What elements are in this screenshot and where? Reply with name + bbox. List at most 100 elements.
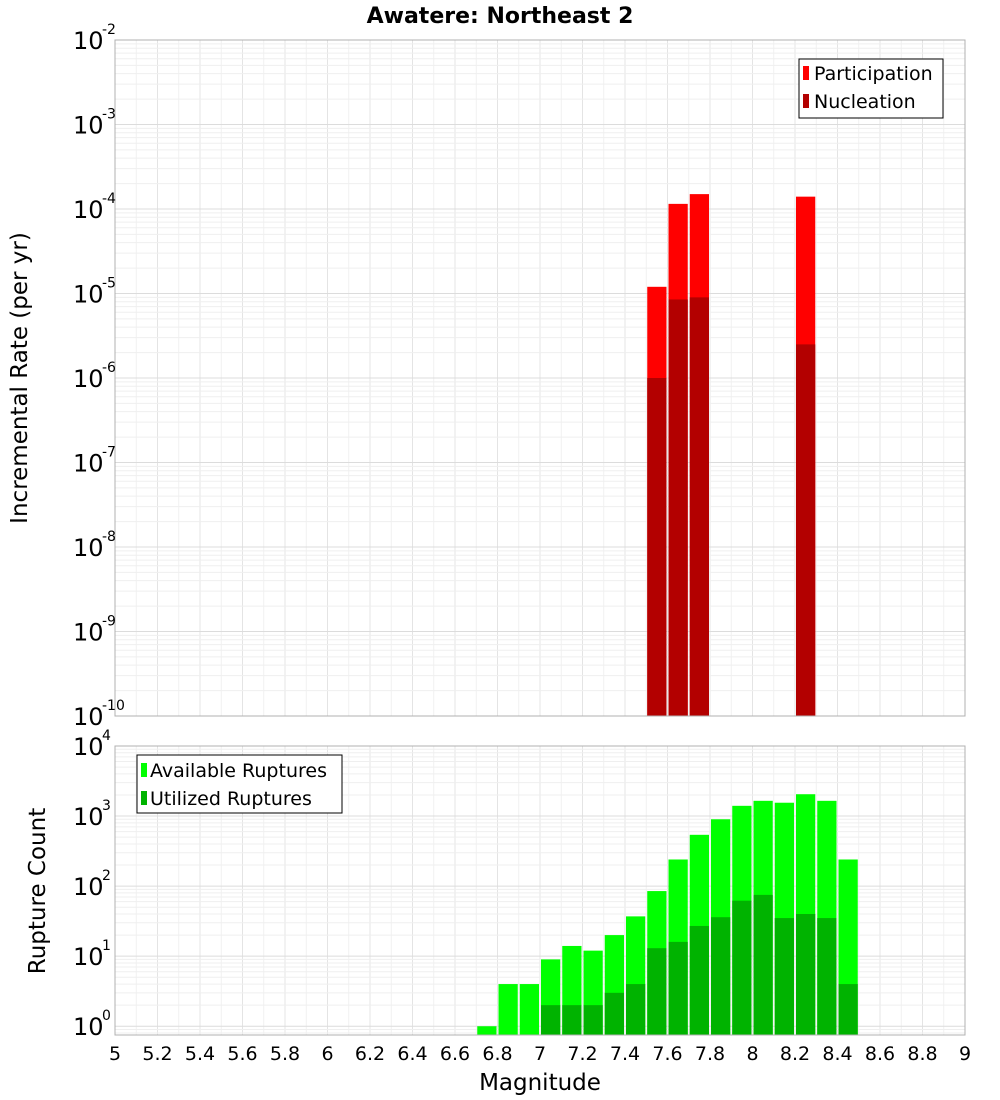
y-tick-exponent: -7: [102, 445, 116, 461]
y-tick-exponent: -3: [102, 107, 116, 123]
x-tick-label: 5.4: [185, 1043, 215, 1065]
y-tick-exponent: 0: [102, 1008, 111, 1024]
y-tick-base: 10: [73, 281, 104, 309]
legend-swatch-nucleation: [803, 94, 809, 108]
y-tick-base: 10: [73, 619, 104, 647]
x-tick-label: 9: [959, 1043, 971, 1065]
legend-label-utilized: Utilized Ruptures: [150, 788, 312, 810]
count-plot-border: [114, 745, 966, 1036]
count-bar-utilized: [562, 1005, 582, 1035]
count-y-tick: 101: [73, 938, 111, 971]
count-y-tick: 104: [73, 728, 111, 761]
rate-y-tick: 10-5: [73, 276, 116, 309]
y-tick-base: 10: [73, 803, 104, 831]
legend-swatch-utilized: [141, 791, 147, 805]
y-tick-base: 10: [73, 450, 104, 478]
y-tick-base: 10: [73, 112, 104, 140]
rate-grid: [114, 40, 966, 717]
y-tick-base: 10: [73, 703, 104, 731]
y-tick-base: 10: [73, 943, 104, 971]
rate-y-tick: 10-10: [73, 698, 125, 731]
x-tick-label: 8.6: [865, 1043, 895, 1065]
rate-y-tick: 10-8: [73, 529, 116, 562]
x-tick-label: 5: [109, 1043, 121, 1065]
rate-y-tick-labels: 10-210-310-410-510-610-710-810-910-10: [73, 22, 125, 731]
count-bar-utilized: [711, 917, 731, 1035]
count-y-axis-label: Rupture Count: [25, 808, 51, 974]
count-bar-utilized: [732, 900, 752, 1035]
count-bar-utilized: [753, 894, 773, 1035]
count-y-tick: 103: [73, 798, 111, 831]
count-bar-available: [477, 1026, 497, 1035]
y-tick-exponent: 3: [102, 798, 111, 814]
x-tick-label: 6.4: [397, 1043, 427, 1065]
y-tick-base: 10: [73, 365, 104, 393]
y-tick-exponent: -5: [102, 276, 116, 292]
rate-bar-nucleation: [689, 297, 709, 716]
y-tick-exponent: -8: [102, 529, 116, 545]
count-bar-utilized: [647, 948, 667, 1035]
x-tick-label: 7.4: [610, 1043, 640, 1065]
count-bar-utilized: [689, 925, 709, 1035]
y-tick-exponent: -10: [102, 698, 125, 714]
rate-legend-box: [798, 58, 944, 119]
count-bar-utilized: [604, 992, 624, 1035]
y-tick-base: 10: [73, 534, 104, 562]
rate-plot-border: [114, 39, 966, 717]
rate-y-axis-label: Incremental Rate (per yr): [7, 232, 33, 524]
x-tick-label: 8: [746, 1043, 758, 1065]
x-tick-label: 5.6: [227, 1043, 257, 1065]
x-tick-label: 8.8: [907, 1043, 937, 1065]
y-tick-exponent: -9: [102, 614, 116, 630]
rate-bar-nucleation: [796, 344, 816, 716]
x-tick-label: 8.4: [822, 1043, 852, 1065]
x-tick-label: 6.6: [440, 1043, 470, 1065]
y-tick-exponent: -4: [102, 191, 116, 207]
count-y-tick: 102: [73, 868, 111, 901]
legend-label-available: Available Ruptures: [150, 760, 327, 782]
x-tick-label: 7.2: [567, 1043, 597, 1065]
x-tick-label: 6.2: [355, 1043, 385, 1065]
y-tick-base: 10: [73, 27, 104, 55]
count-bar-utilized: [838, 984, 858, 1035]
rate-y-tick: 10-3: [73, 107, 116, 140]
x-tick-label: 8.2: [780, 1043, 810, 1065]
y-tick-base: 10: [73, 1013, 104, 1041]
rate-y-tick: 10-9: [73, 614, 116, 647]
x-tick-label: 5.8: [270, 1043, 300, 1065]
x-tick-label: 7: [534, 1043, 546, 1065]
y-tick-base: 10: [73, 873, 104, 901]
x-tick-label: 7.8: [695, 1043, 725, 1065]
count-bar-utilized: [796, 914, 816, 1035]
rate-bars: [647, 194, 816, 717]
count-bar-utilized: [668, 941, 688, 1035]
legend-label-nucleation: Nucleation: [814, 91, 916, 113]
legend-label-participation: Participation: [814, 63, 933, 85]
rate-y-tick: 10-4: [73, 191, 116, 224]
rate-y-tick: 10-7: [73, 445, 116, 478]
x-tick-label: 6.8: [482, 1043, 512, 1065]
count-bar-available: [519, 984, 539, 1035]
count-bars: [477, 794, 858, 1035]
legend-swatch-participation: [803, 66, 809, 80]
x-tick-labels: 5 5.2 5.4 5.6 5.8 6 6.2 6.4 6.6 6.8 7 7.2 7.4 7.6 7.8 8…: [109, 1043, 971, 1065]
x-tick-label: 7.6: [652, 1043, 682, 1065]
count-legend-box: [136, 754, 343, 814]
y-tick-base: 10: [73, 196, 104, 224]
rate-bar-nucleation: [668, 299, 688, 716]
rate-y-tick: 10-6: [73, 360, 116, 393]
rate-bar-nucleation: [647, 378, 667, 716]
count-legend: Available Ruptures Utilized Ruptures: [136, 754, 343, 814]
count-y-tick: 100: [73, 1008, 111, 1041]
count-bar-utilized: [541, 1005, 561, 1035]
y-tick-exponent: -2: [102, 22, 116, 38]
chart-title: Awatere: Northeast 2: [367, 4, 634, 29]
y-tick-base: 10: [73, 733, 104, 761]
y-tick-exponent: 1: [102, 938, 111, 954]
count-bar-utilized: [626, 984, 646, 1035]
legend-swatch-available: [141, 763, 147, 777]
x-tick-label: 6: [321, 1043, 333, 1065]
